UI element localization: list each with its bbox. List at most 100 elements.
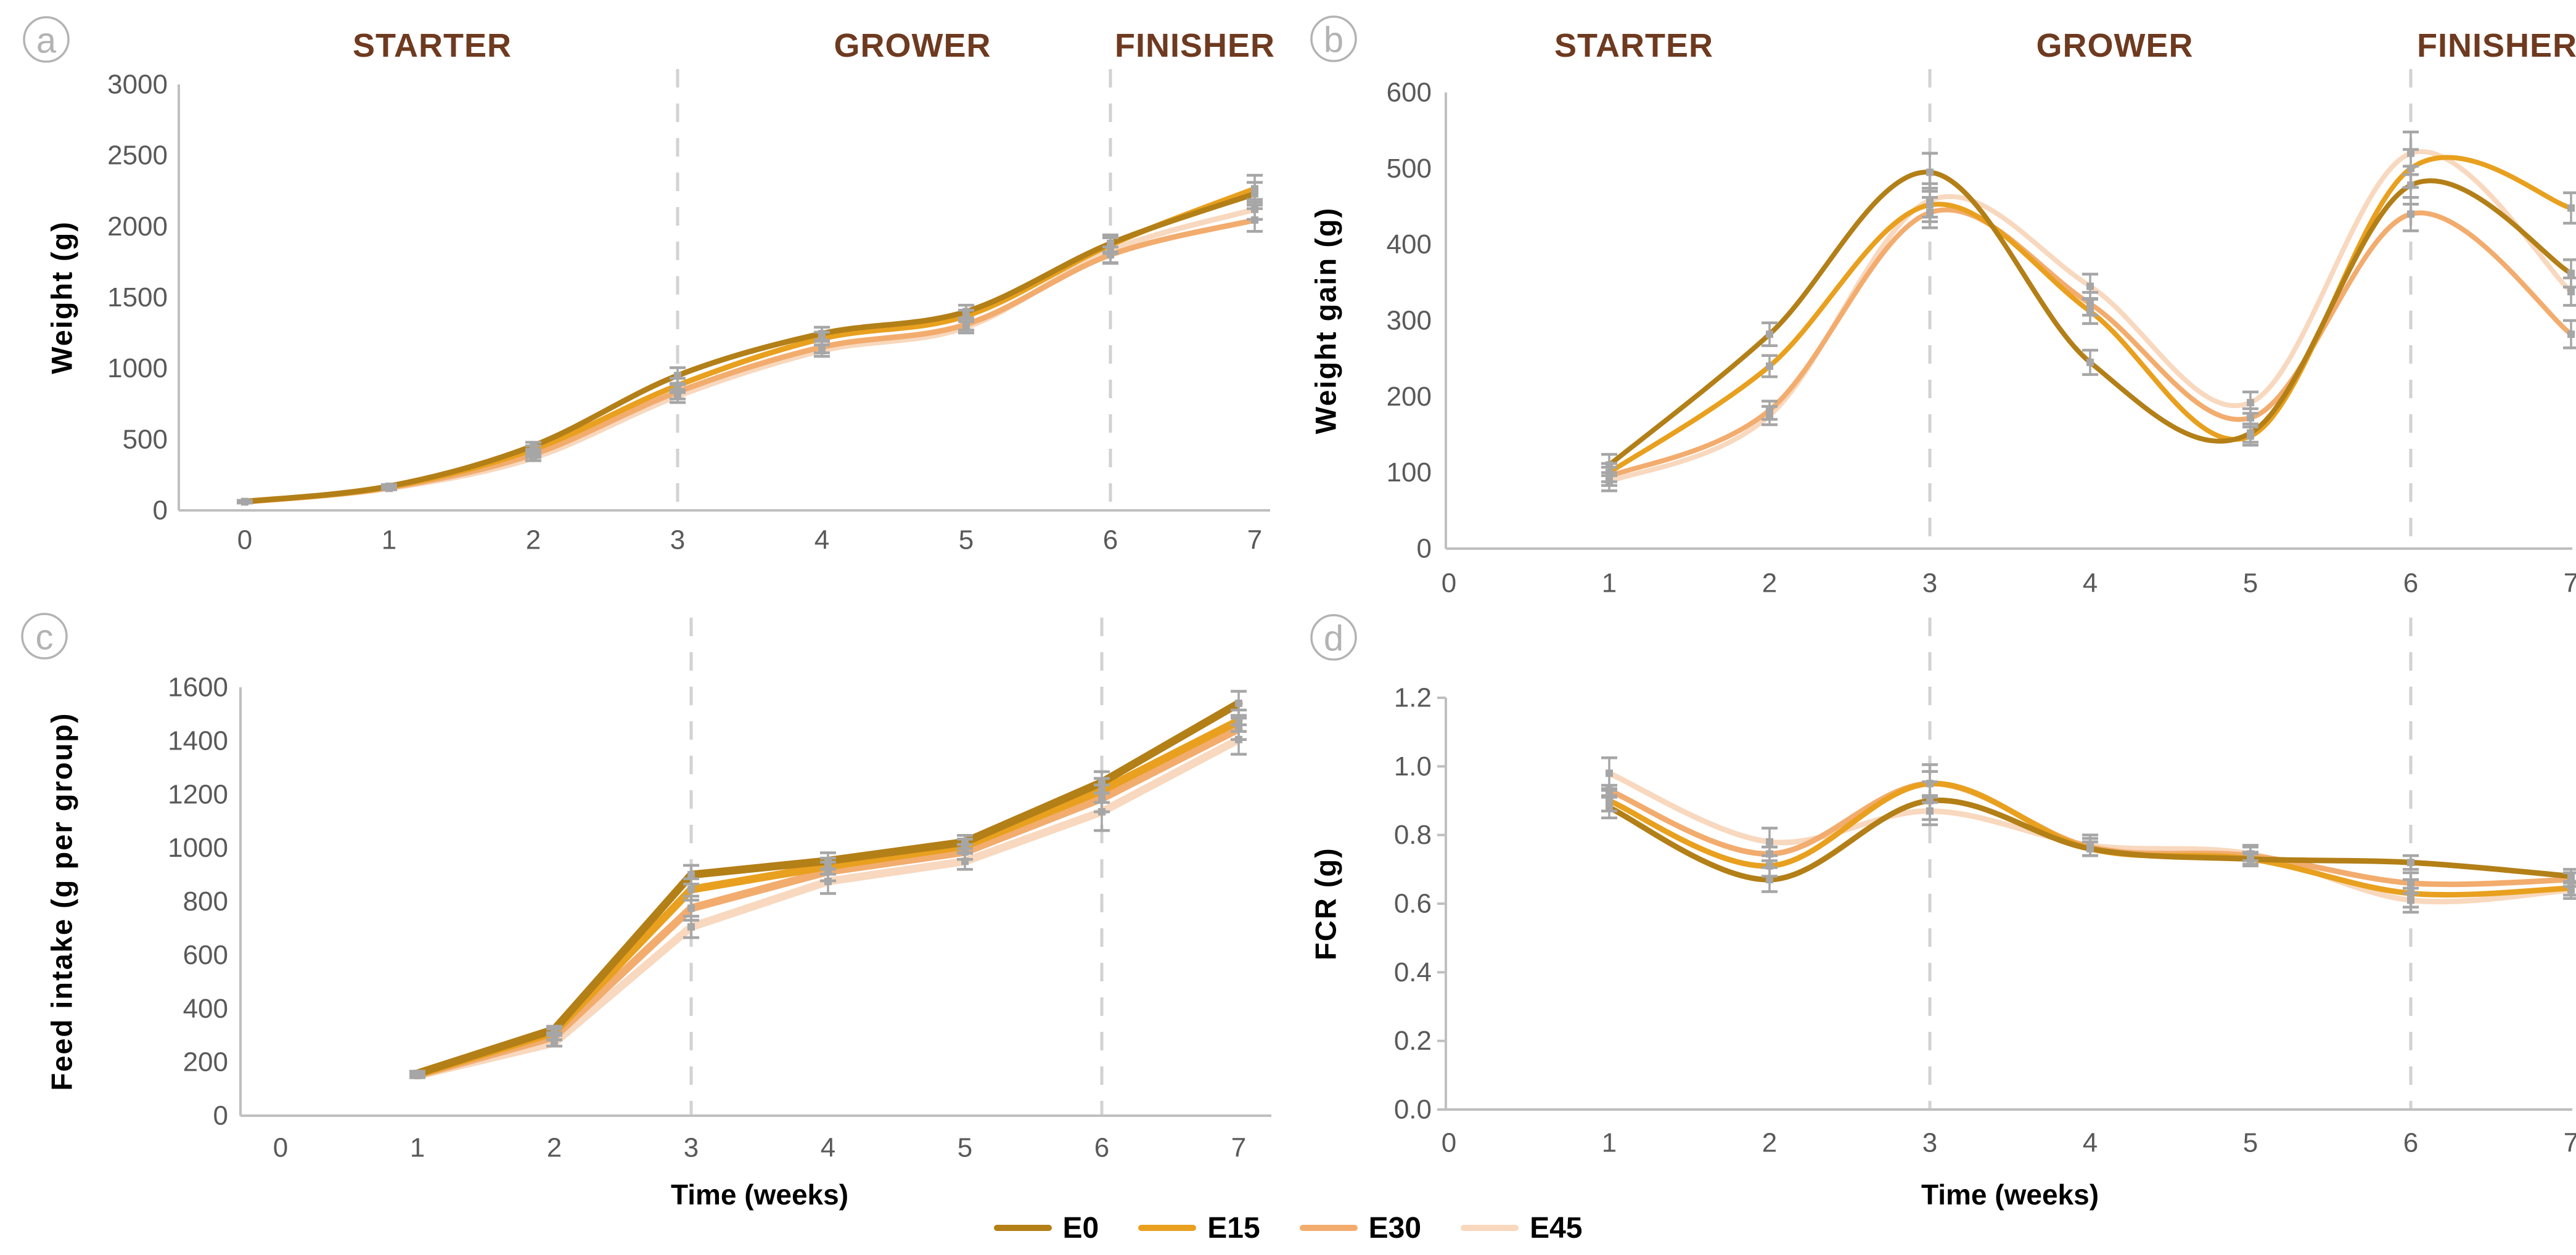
svg-text:0.6: 0.6 — [1394, 889, 1432, 919]
error-bars — [409, 690, 1247, 1079]
svg-text:c: c — [36, 618, 54, 658]
svg-text:1: 1 — [1602, 1128, 1617, 1158]
panel-d: 0.0 0.2 0.4 0.6 0.8 1.0 1.2 0 1 2 3 4 5 6 7 FCR (g) Time… — [1310, 614, 2576, 1211]
svg-text:100: 100 — [1387, 457, 1432, 488]
phase-label-grower: GROWER — [2037, 27, 2194, 64]
error-bars — [237, 174, 1263, 506]
svg-text:0: 0 — [1417, 534, 1432, 564]
svg-text:3: 3 — [1922, 568, 1937, 599]
svg-text:3: 3 — [684, 1133, 699, 1163]
svg-text:0: 0 — [1442, 1128, 1456, 1158]
y-axis-title: FCR (g) — [1310, 847, 1342, 960]
svg-text:4: 4 — [2083, 568, 2098, 599]
error-bars — [1601, 756, 2576, 914]
svg-text:5: 5 — [959, 525, 974, 555]
svg-text:7: 7 — [2564, 568, 2576, 599]
e0-line-swatch — [993, 1225, 1052, 1231]
svg-text:3: 3 — [670, 525, 685, 555]
svg-text:200: 200 — [1387, 382, 1432, 412]
x-axis-title: Time (weeks) — [671, 1179, 848, 1211]
svg-text:0.8: 0.8 — [1394, 820, 1432, 850]
svg-text:6: 6 — [1103, 525, 1118, 555]
panel-badge-b: b — [1310, 15, 1357, 62]
phase-labels: STARTER GROWER FINISHER — [353, 27, 1275, 64]
svg-text:2: 2 — [547, 1133, 562, 1163]
svg-text:1.0: 1.0 — [1394, 751, 1432, 782]
phase-label-starter: STARTER — [353, 27, 512, 64]
x-tick-labels: 0 1 2 3 4 5 6 7 — [1442, 1128, 2576, 1158]
series-legend: E0 E15 E30 E45 — [0, 1201, 2576, 1255]
e0-legend-label: E0 — [1062, 1211, 1099, 1245]
series-lines — [242, 186, 1258, 505]
e15-legend-label: E15 — [1207, 1211, 1260, 1245]
panel-a: 0 500 1000 1500 2000 2500 3000 0 1 2 3 4 5 6 7 Weight (… — [23, 16, 1275, 555]
svg-text:500: 500 — [1387, 153, 1432, 184]
svg-text:2: 2 — [1762, 568, 1777, 599]
e15-line-swatch — [1138, 1225, 1197, 1231]
svg-text:0.2: 0.2 — [1394, 1026, 1432, 1056]
svg-text:1: 1 — [1602, 568, 1617, 599]
y-tick-labels: 0 500 1000 1500 2000 2500 3000 — [107, 70, 168, 526]
x-tick-labels: 0 1 2 3 4 5 6 7 — [237, 525, 1262, 555]
svg-text:6: 6 — [2403, 568, 2418, 599]
svg-text:3: 3 — [1922, 1128, 1937, 1158]
svg-text:0: 0 — [153, 496, 168, 526]
e45-legend-label: E45 — [1530, 1211, 1583, 1245]
svg-text:400: 400 — [183, 994, 228, 1024]
error-bars — [1601, 130, 2576, 493]
panel-badge-a: a — [23, 16, 70, 63]
y-tick-labels: 0 200 400 600 800 1000 1200 1400 1600 — [168, 672, 228, 1131]
y-tick-labels: 0.0 0.2 0.4 0.6 0.8 1.0 1.2 — [1394, 683, 1446, 1125]
svg-text:1200: 1200 — [168, 779, 228, 809]
svg-text:1500: 1500 — [107, 282, 168, 313]
svg-text:2: 2 — [1762, 1128, 1777, 1158]
panel-b: 0 100 200 300 400 500 600 0 1 2 3 4 5 6 7 Weight gain (… — [1310, 15, 2576, 599]
phase-label-finisher: FINISHER — [1115, 27, 1275, 64]
svg-text:6: 6 — [1094, 1133, 1109, 1163]
svg-text:1600: 1600 — [168, 672, 228, 703]
svg-text:2: 2 — [526, 525, 541, 555]
svg-text:500: 500 — [123, 424, 168, 454]
svg-text:1: 1 — [410, 1133, 425, 1163]
x-axis-title: Time (weeks) — [1921, 1179, 2099, 1211]
svg-text:2000: 2000 — [107, 211, 168, 242]
y-axis-title: Feed intake (g per group) — [46, 712, 78, 1090]
svg-text:1000: 1000 — [168, 833, 228, 863]
panel-c: 0 200 400 600 800 1000 1200 1400 1600 0 1 2 3 4 5 6 7 Fee… — [21, 613, 1271, 1211]
phase-labels: STARTER GROWER FINISHER — [1554, 27, 2576, 64]
svg-text:1400: 1400 — [168, 726, 228, 756]
svg-text:600: 600 — [1387, 78, 1432, 108]
svg-text:7: 7 — [1247, 525, 1262, 555]
x-tick-labels: 0 1 2 3 4 5 6 7 — [1442, 568, 2576, 599]
svg-text:300: 300 — [1387, 306, 1432, 336]
svg-text:b: b — [1324, 20, 1343, 60]
svg-text:1.2: 1.2 — [1394, 683, 1432, 713]
svg-text:4: 4 — [2083, 1128, 2098, 1158]
svg-text:5: 5 — [2243, 1128, 2258, 1158]
svg-text:800: 800 — [183, 886, 228, 917]
y-axis-title: Weight gain (g) — [1310, 207, 1342, 435]
panel-badge-d: d — [1310, 614, 1357, 661]
e30-legend-label: E30 — [1368, 1211, 1422, 1245]
svg-text:7: 7 — [2564, 1128, 2576, 1158]
phase-label-finisher: FINISHER — [2417, 27, 2576, 64]
e45-line-swatch — [1461, 1225, 1519, 1231]
svg-text:0.0: 0.0 — [1394, 1095, 1432, 1125]
svg-text:0.4: 0.4 — [1394, 957, 1432, 987]
panel-badge-c: c — [21, 613, 68, 660]
svg-text:4: 4 — [814, 525, 829, 555]
svg-text:1000: 1000 — [107, 353, 168, 383]
y-axis-title: Weight (g) — [46, 221, 78, 374]
legend-item-e45: E45 — [1461, 1211, 1582, 1245]
svg-text:400: 400 — [1387, 229, 1432, 260]
svg-text:2500: 2500 — [107, 141, 168, 171]
svg-text:5: 5 — [958, 1133, 972, 1163]
svg-text:5: 5 — [2243, 568, 2258, 599]
svg-text:0: 0 — [1442, 568, 1456, 599]
legend-item-e0: E0 — [993, 1211, 1099, 1245]
phase-label-starter: STARTER — [1554, 27, 1713, 64]
svg-text:200: 200 — [183, 1047, 228, 1077]
legend-item-e15: E15 — [1138, 1211, 1260, 1245]
series-line-E30 — [1607, 207, 2574, 479]
